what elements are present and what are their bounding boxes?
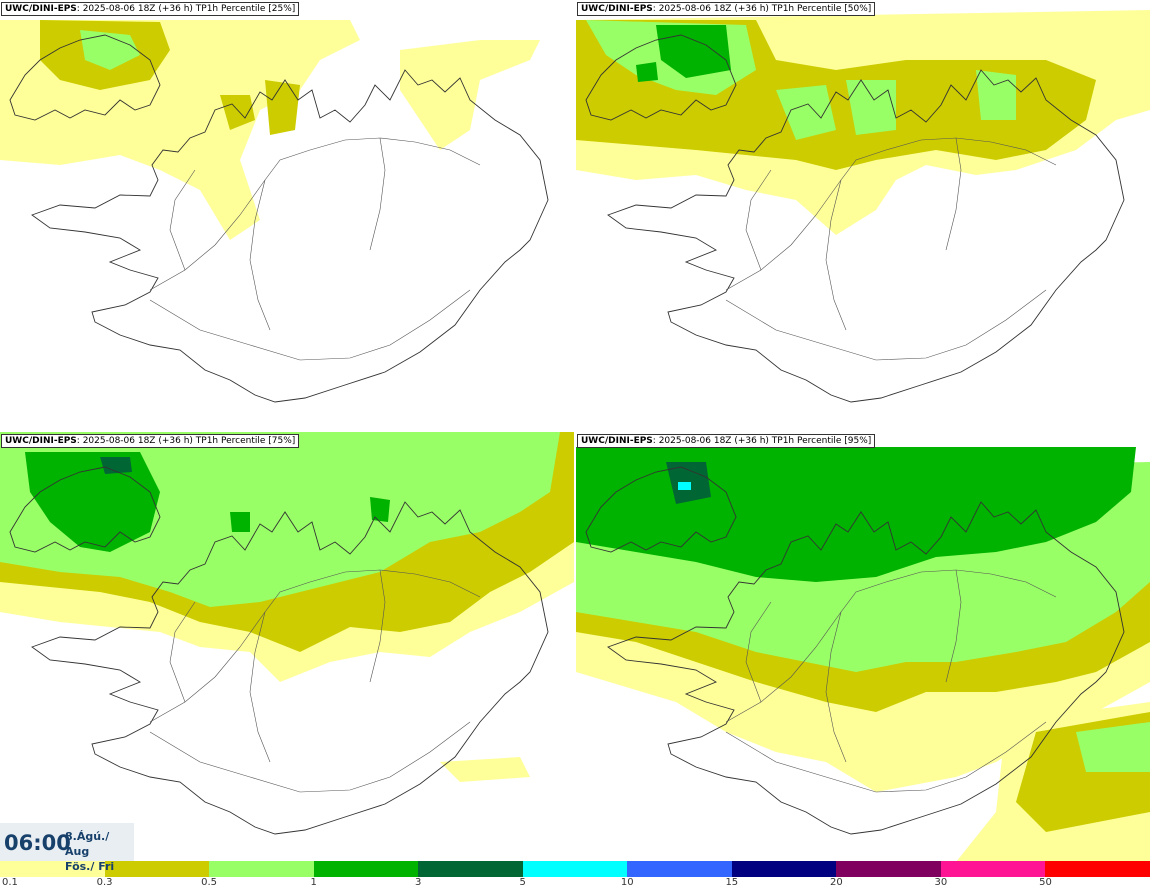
precip-band: [265, 80, 300, 135]
precip-map: [0, 432, 574, 835]
precip-band: [678, 482, 691, 490]
model-name: UWC/DINI-EPS: [581, 4, 653, 14]
road-line: [725, 137, 1057, 291]
valid-time-box: 06:00 8.Ágú./ Aug Fös./ Fri: [0, 823, 134, 873]
colorbar-swatch: [627, 861, 732, 877]
colorbar-swatch: [940, 861, 1046, 877]
precip-band: [400, 40, 540, 150]
coastline: [9, 466, 161, 553]
run-info: : 2025-08-06 18Z (+36 h) TP1h Percentile…: [76, 4, 296, 14]
colorbar-tick-label: 30: [934, 877, 948, 888]
precip-band: [230, 512, 250, 532]
road-line: [169, 601, 196, 703]
precip-band: [370, 497, 390, 522]
colorbar-tick-label: 1: [310, 877, 317, 888]
colorbar-swatch: [418, 861, 523, 877]
colorbar-swatch: [104, 861, 210, 877]
colorbar-tick-label: 5: [519, 877, 526, 888]
road-line: [369, 137, 386, 251]
road-line: [249, 611, 271, 763]
colorbar-swatch: [836, 861, 941, 877]
colorbar-swatch: [1045, 861, 1150, 877]
colorbar-swatch: [522, 861, 628, 877]
road-line: [149, 137, 481, 291]
colorbar-tick-label: 50: [1039, 877, 1052, 888]
road-line: [725, 721, 1047, 793]
precip-band: [100, 457, 132, 474]
road-line: [369, 569, 386, 683]
coastline: [607, 69, 1125, 403]
road-line: [149, 721, 471, 793]
colorbar-tick-label: 10: [620, 877, 634, 888]
colorbar-tick-label: 0.5: [201, 877, 218, 888]
coastline: [31, 69, 549, 403]
road-line: [169, 169, 196, 271]
coastline: [9, 34, 161, 121]
road-line: [825, 611, 847, 763]
run-info: : 2025-08-06 18Z (+36 h) TP1h Percentile…: [652, 4, 872, 14]
precip-band: [656, 25, 731, 78]
colorbar-swatch: [0, 861, 105, 877]
coastline: [31, 501, 549, 835]
panel-title: UWC/DINI-EPS: 2025-08-06 18Z (+36 h) TP1…: [577, 434, 876, 448]
precip-band: [636, 62, 658, 82]
precip-map: [0, 20, 549, 403]
coastline: [607, 501, 1125, 835]
road-line: [149, 569, 481, 723]
valid-date: 8.Ágú./ Aug Fös./ Fri: [65, 829, 134, 874]
road-line: [745, 601, 772, 703]
road-line: [249, 179, 271, 331]
colorbar-tick-label: 0.1: [2, 877, 18, 888]
map-panel-p75: UWC/DINI-EPS: 2025-08-06 18Z (+36 h) TP1…: [0, 432, 574, 862]
precip-band: [80, 30, 140, 70]
coastline: [585, 34, 737, 121]
precip-band: [1076, 722, 1150, 772]
precip-band: [576, 447, 1136, 582]
run-info: : 2025-08-06 18Z (+36 h) TP1h Percentile…: [76, 436, 296, 446]
map-panel-p25: UWC/DINI-EPS: 2025-08-06 18Z (+36 h) TP1…: [0, 0, 574, 430]
road-line: [825, 179, 847, 331]
road-line: [745, 169, 772, 271]
colorbar-tick-label: 15: [725, 877, 739, 888]
model-name: UWC/DINI-EPS: [581, 436, 653, 446]
colorbar-swatch: [313, 861, 419, 877]
coastline: [585, 466, 737, 553]
panel-title: UWC/DINI-EPS: 2025-08-06 18Z (+36 h) TP1…: [1, 434, 300, 448]
precip-band: [25, 452, 160, 552]
road-line: [725, 289, 1047, 361]
valid-time: 06:00: [4, 831, 71, 855]
precip-map: [576, 10, 1150, 403]
colorbar: [0, 861, 1150, 877]
road-line: [725, 569, 1057, 723]
precip-band: [220, 95, 255, 130]
panel-title: UWC/DINI-EPS: 2025-08-06 18Z (+36 h) TP1…: [577, 2, 876, 16]
colorbar-ticks: 0.1 0.3 0.5 1 3 5 10 15 20 30 50: [0, 877, 1150, 891]
date-line-1: 8.Ágú./ Aug: [65, 830, 110, 858]
precip-band: [976, 70, 1016, 120]
road-line: [945, 137, 962, 251]
colorbar-tick-label: 3: [414, 877, 422, 888]
road-line: [945, 569, 962, 683]
precip-band: [776, 85, 836, 140]
colorbar-swatch: [731, 861, 837, 877]
map-panel-p50: UWC/DINI-EPS: 2025-08-06 18Z (+36 h) TP1…: [576, 0, 1150, 430]
colorbar-tick-label: 20: [829, 877, 843, 888]
panel-title: UWC/DINI-EPS: 2025-08-06 18Z (+36 h) TP1…: [1, 2, 300, 16]
precip-band: [440, 757, 530, 782]
precip-map: [576, 447, 1150, 862]
colorbar-tick-label: 0.3: [96, 877, 113, 888]
model-name: UWC/DINI-EPS: [5, 436, 77, 446]
run-info: : 2025-08-06 18Z (+36 h) TP1h Percentile…: [652, 436, 872, 446]
colorbar-swatch: [209, 861, 314, 877]
map-panel-p95: UWC/DINI-EPS: 2025-08-06 18Z (+36 h) TP1…: [576, 432, 1150, 862]
road-line: [149, 289, 471, 361]
date-line-2: Fös./ Fri: [65, 860, 115, 873]
model-name: UWC/DINI-EPS: [5, 4, 77, 14]
